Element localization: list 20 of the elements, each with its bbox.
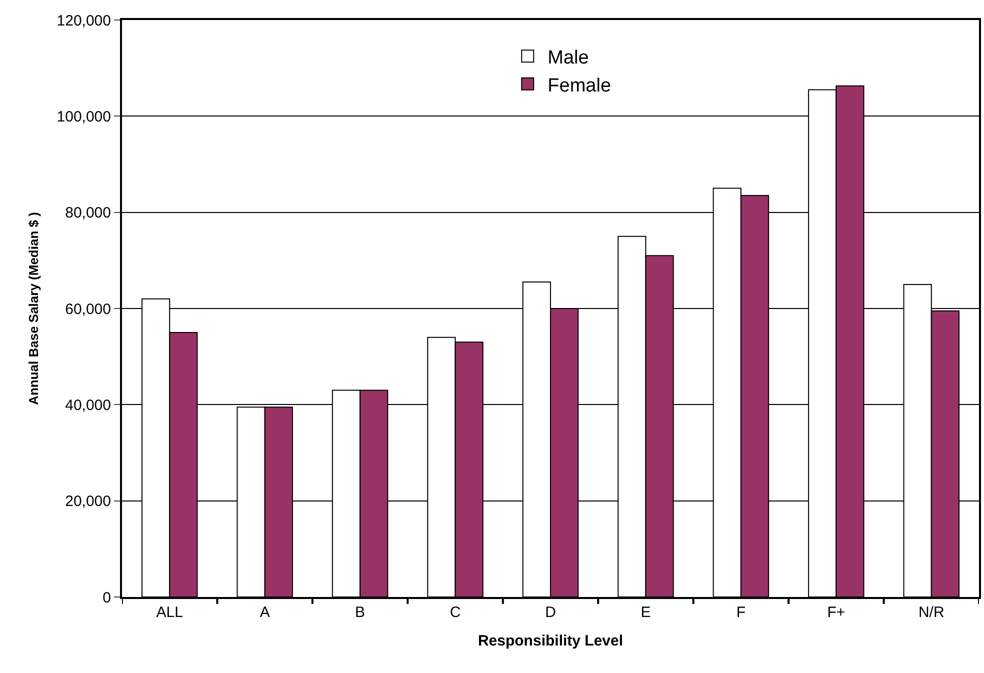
x-tick-label: F: [736, 604, 746, 621]
x-tick-label: E: [640, 604, 651, 621]
x-tick-label: D: [545, 604, 556, 621]
x-tick-label: C: [450, 604, 461, 621]
x-axis-title: Responsibility Level: [478, 632, 624, 650]
legend-label: Female: [548, 75, 612, 96]
x-tick-label: F+: [827, 604, 846, 621]
x-tick-label: A: [260, 604, 270, 621]
y-tick-label: 20,000: [65, 493, 111, 510]
x-tick-label: B: [355, 604, 366, 621]
y-tick-label: 100,000: [56, 108, 111, 126]
y-axis-title: Annual Base Salary (Median $ ): [26, 212, 42, 405]
y-tick-label: 40,000: [65, 396, 111, 414]
y-tick-label: 60,000: [65, 300, 111, 318]
y-tick-label: 0: [102, 589, 111, 606]
x-tick-label: N/R: [918, 604, 944, 621]
legend-label: Male: [548, 48, 589, 69]
y-tick-label: 80,000: [65, 204, 111, 222]
x-tick-label: ALL: [156, 604, 183, 621]
y-tick-label: 120,000: [56, 12, 111, 30]
